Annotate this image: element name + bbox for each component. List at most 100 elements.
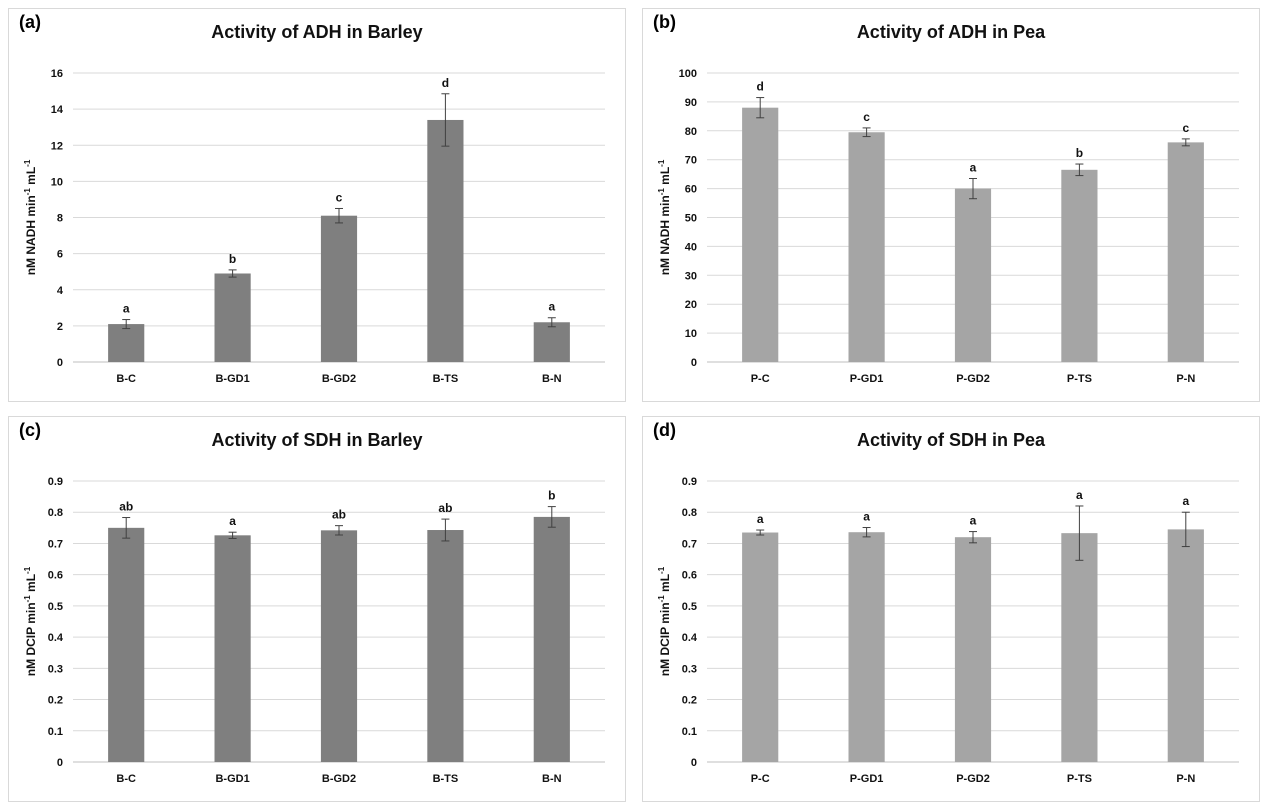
bar: [427, 119, 464, 363]
bar: [320, 215, 358, 362]
significance-label: b: [548, 489, 555, 503]
bar: [742, 107, 779, 363]
y-tick-label: 12: [51, 140, 63, 152]
chart-svg: 0 10 20 30 40 50 60 70 80 90 100 d P-C c P-GD1 a P-GD2 b P…: [657, 68, 1239, 385]
significance-label: a: [229, 514, 236, 528]
y-tick-label: 30: [685, 270, 697, 282]
y-tick-label: 0.7: [682, 538, 697, 550]
significance-label: b: [229, 252, 236, 266]
chart-panel-c: (c) Activity of SDH in Barley 0 0.1 0.2 0.3…: [8, 416, 626, 802]
chart-title: Activity of SDH in Barley: [211, 430, 423, 450]
bar: [320, 530, 358, 762]
y-tick-label: 16: [51, 68, 63, 80]
bar: [954, 188, 992, 362]
chart-title: Activity of ADH in Pea: [856, 22, 1046, 42]
y-axis-label: nM NADH min-1 mL-1: [657, 159, 672, 275]
bar: [214, 273, 251, 362]
y-tick-label: 0.4: [682, 632, 698, 644]
x-tick-label: P-GD2: [956, 373, 990, 385]
significance-label: a: [1076, 488, 1083, 502]
significance-label: a: [123, 302, 130, 316]
y-tick-label: 0.2: [682, 695, 697, 707]
bar: [108, 324, 145, 362]
x-tick-label: P-C: [751, 773, 770, 785]
y-tick-label: 100: [679, 68, 697, 80]
bar: [1167, 142, 1204, 362]
x-tick-label: P-N: [1176, 373, 1195, 385]
y-axis-label: nM NADH min-1 mL-1: [23, 159, 38, 275]
y-tick-label: 14: [51, 104, 64, 116]
y-tick-label: 4: [57, 285, 64, 297]
x-tick-label: P-N: [1176, 773, 1195, 785]
significance-label: b: [1076, 146, 1083, 160]
chart-svg: 0 2 4 6 8 10 12 14 16 a B-C b B-GD1 c B-GD2 d B-TS a B-N nM…: [23, 68, 605, 385]
chart-panel-a: (a) Activity of ADH in Barley 0 2 4 6 8 10 12 1…: [8, 8, 626, 402]
panel-letter: (c): [19, 420, 41, 440]
significance-label: ab: [332, 508, 346, 522]
x-tick-label: P-TS: [1067, 773, 1092, 785]
y-tick-label: 0.1: [682, 726, 697, 738]
x-tick-label: P-GD2: [956, 773, 990, 785]
x-tick-label: B-TS: [433, 373, 459, 385]
significance-label: c: [863, 110, 870, 124]
y-tick-label: 0.9: [48, 476, 63, 488]
y-tick-label: 2: [57, 321, 63, 333]
chart-title: Activity of SDH in Pea: [856, 430, 1046, 450]
y-tick-label: 0: [691, 357, 697, 369]
y-tick-label: 40: [685, 241, 697, 253]
bar: [742, 532, 779, 762]
chart-panel-d: (d) Activity of SDH in Pea 0 0.1 0.2 0.3 0.4…: [642, 416, 1260, 802]
chart-svg: 0 0.1 0.2 0.3 0.4 0.5 0.6 0.7 0.8 0.9 a P-C a P-GD1 a P…: [657, 476, 1239, 785]
x-tick-label: P-C: [751, 373, 770, 385]
panel-letter: (d): [653, 420, 676, 440]
y-tick-label: 10: [685, 328, 697, 340]
x-tick-label: P-GD1: [850, 373, 884, 385]
y-tick-label: 0.4: [48, 632, 64, 644]
bar: [1167, 529, 1204, 762]
y-axis-label: nM DCIP min-1 mL-1: [23, 566, 38, 676]
chart-title: Activity of ADH in Barley: [211, 22, 423, 42]
x-tick-label: B-GD2: [322, 773, 356, 785]
bar: [848, 532, 885, 762]
bar: [108, 527, 145, 762]
chart-svg: 0 0.1 0.2 0.3 0.4 0.5 0.6 0.7 0.8 0.9 ab B-C a B-GD1 a…: [23, 476, 605, 785]
y-tick-label: 0.1: [48, 726, 63, 738]
y-tick-label: 20: [685, 299, 697, 311]
significance-label: a: [548, 300, 555, 314]
y-tick-label: 10: [51, 176, 63, 188]
x-tick-label: P-TS: [1067, 373, 1092, 385]
y-tick-label: 0.8: [682, 507, 697, 519]
y-tick-label: 6: [57, 249, 63, 261]
significance-label: ab: [438, 501, 452, 515]
y-tick-label: 90: [685, 97, 697, 109]
y-tick-label: 0.6: [682, 570, 697, 582]
y-tick-label: 0: [57, 357, 63, 369]
significance-label: a: [970, 160, 977, 174]
significance-label: a: [863, 510, 870, 524]
y-tick-label: 60: [685, 184, 697, 196]
x-tick-label: B-N: [542, 773, 562, 785]
significance-label: a: [757, 512, 764, 526]
x-tick-label: B-C: [116, 373, 136, 385]
y-tick-label: 8: [57, 213, 63, 225]
y-tick-label: 0.8: [48, 507, 63, 519]
y-axis-label: nM DCIP min-1 mL-1: [657, 566, 672, 676]
significance-label: d: [442, 76, 449, 90]
bar: [533, 516, 570, 762]
panel-letter: (b): [653, 12, 676, 32]
bar: [214, 535, 251, 762]
y-tick-label: 0.3: [682, 663, 697, 675]
bar: [1061, 169, 1098, 362]
y-tick-label: 0.7: [48, 538, 63, 550]
y-tick-label: 0.6: [48, 570, 63, 582]
y-tick-label: 0.5: [48, 601, 63, 613]
x-tick-label: B-GD1: [215, 373, 249, 385]
significance-label: ab: [119, 500, 133, 514]
bar: [1061, 533, 1098, 762]
bar: [848, 132, 885, 362]
bar: [954, 537, 992, 762]
x-tick-label: B-TS: [433, 773, 459, 785]
y-tick-label: 0.2: [48, 695, 63, 707]
panel-letter: (a): [19, 12, 41, 32]
x-tick-label: B-N: [542, 373, 562, 385]
